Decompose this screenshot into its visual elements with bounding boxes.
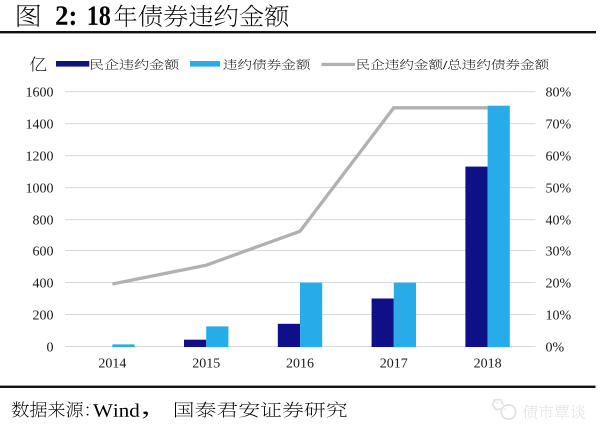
svg-text:1200: 1200 bbox=[26, 150, 54, 165]
svg-text:1000: 1000 bbox=[26, 182, 54, 197]
svg-text:1600: 1600 bbox=[26, 86, 54, 101]
svg-text:1400: 1400 bbox=[26, 118, 54, 133]
svg-text:2018: 2018 bbox=[474, 357, 502, 372]
svg-text:20%: 20% bbox=[546, 277, 572, 292]
svg-text:80%: 80% bbox=[546, 86, 572, 101]
svg-text:70%: 70% bbox=[546, 118, 572, 133]
svg-text:10%: 10% bbox=[546, 309, 572, 324]
svg-text:60%: 60% bbox=[546, 150, 572, 165]
svg-text:40%: 40% bbox=[546, 214, 572, 229]
svg-text:0: 0 bbox=[47, 341, 54, 356]
svg-text:2014: 2014 bbox=[98, 357, 126, 372]
svg-text:2015: 2015 bbox=[192, 357, 220, 372]
svg-text:600: 600 bbox=[33, 245, 54, 260]
svg-text:30%: 30% bbox=[546, 245, 572, 260]
svg-text:0%: 0% bbox=[546, 341, 565, 356]
svg-text:800: 800 bbox=[33, 214, 54, 229]
svg-text:2016: 2016 bbox=[286, 357, 314, 372]
svg-text:200: 200 bbox=[33, 309, 54, 324]
svg-text:2017: 2017 bbox=[380, 357, 408, 372]
svg-text:50%: 50% bbox=[546, 182, 572, 197]
svg-text:400: 400 bbox=[33, 277, 54, 292]
